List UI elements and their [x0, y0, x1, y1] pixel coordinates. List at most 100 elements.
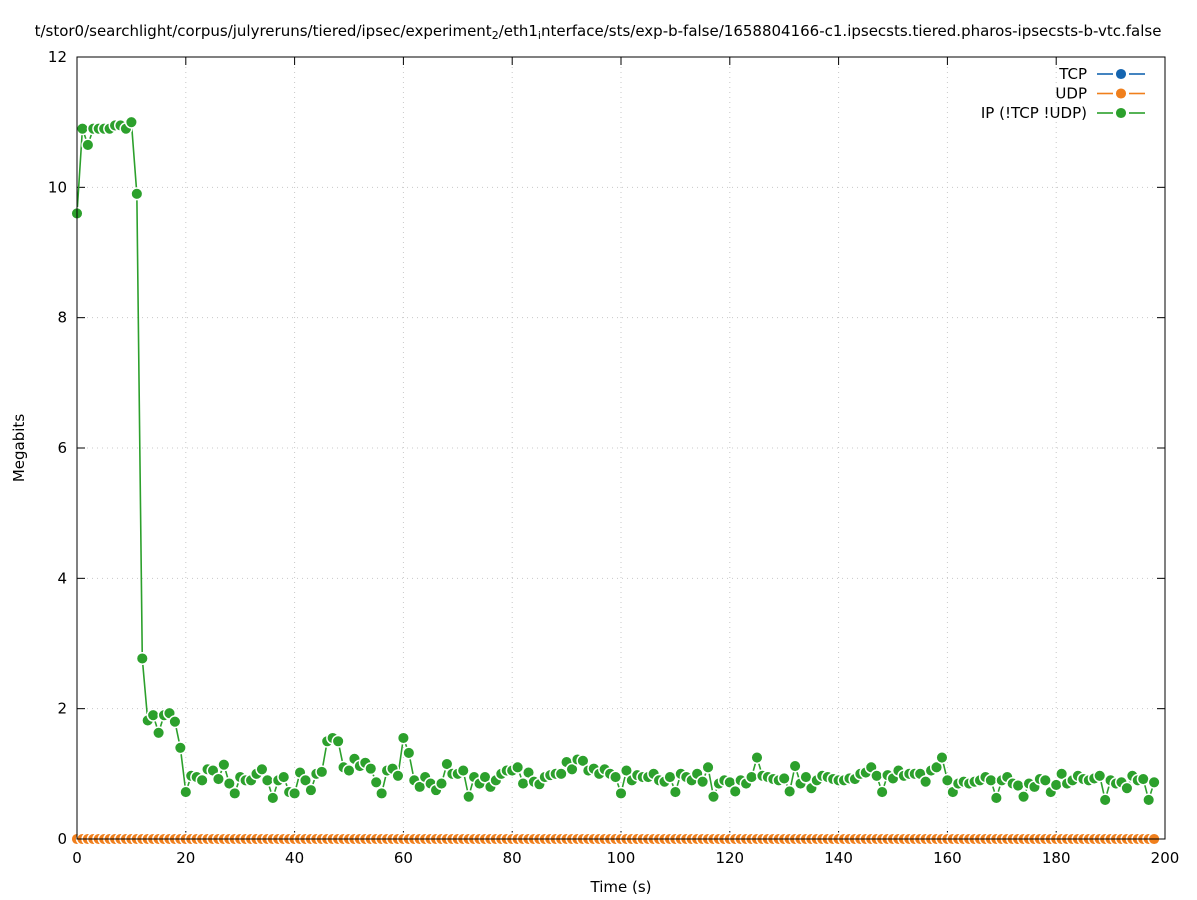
chart-title: t/stor0/searchlight/corpus/julyreruns/ti…	[35, 22, 1162, 42]
legend-marker	[1114, 106, 1128, 120]
data-point	[342, 764, 356, 778]
legend-marker	[1114, 67, 1128, 81]
data-point	[402, 746, 416, 760]
data-point	[456, 764, 470, 778]
data-point	[375, 786, 389, 800]
data-point	[614, 786, 628, 800]
data-point	[195, 773, 209, 787]
data-point	[777, 771, 791, 785]
data-point	[940, 773, 954, 787]
x-tick-label: 180	[1042, 849, 1071, 867]
data-point	[462, 790, 476, 804]
data-point	[989, 791, 1003, 805]
data-point	[576, 754, 590, 768]
data-point	[696, 775, 710, 789]
data-point	[168, 715, 182, 729]
x-tick-label: 160	[933, 849, 962, 867]
title-subscript: 2	[492, 29, 499, 42]
data-point	[516, 777, 530, 791]
data-point	[609, 770, 623, 784]
data-point	[701, 760, 715, 774]
y-tick-label: 2	[57, 700, 67, 718]
data-point	[511, 760, 525, 774]
data-point	[706, 790, 721, 804]
data-point	[266, 791, 280, 805]
title-part: t/stor0/searchlight/corpus/julyreruns/ti…	[35, 22, 492, 40]
data-point	[1142, 793, 1156, 807]
y-tick-label: 10	[48, 178, 67, 196]
data-point	[663, 770, 677, 784]
data-point	[179, 785, 193, 799]
data-point	[1098, 793, 1112, 807]
data-point	[565, 762, 579, 776]
data-point	[799, 770, 813, 784]
data-point	[788, 759, 802, 773]
data-point	[277, 770, 291, 784]
data-point	[1011, 779, 1025, 793]
legend-label: TCP	[1058, 65, 1087, 83]
legend-label: IP (!TCP !UDP)	[981, 104, 1087, 122]
data-point	[870, 769, 884, 783]
data-point	[260, 773, 274, 787]
x-tick-label: 140	[824, 849, 853, 867]
data-point	[1120, 781, 1134, 795]
x-axis-label: Time (s)	[590, 878, 652, 896]
data-point	[331, 734, 345, 748]
x-tick-label: 20	[176, 849, 195, 867]
data-point	[135, 651, 149, 666]
x-tick-label: 120	[715, 849, 744, 867]
data-point	[1049, 778, 1063, 792]
data-point	[228, 786, 242, 800]
legend-marker	[1114, 86, 1128, 101]
data-point	[217, 758, 231, 772]
plot-area	[70, 115, 1161, 846]
data-point	[783, 784, 797, 798]
data-point	[1038, 773, 1052, 787]
data-point	[1136, 772, 1150, 786]
data-point	[1017, 790, 1031, 804]
title-subscript: i	[538, 29, 541, 42]
plot-border	[76, 56, 1166, 840]
data-point	[298, 773, 313, 787]
data-point	[255, 762, 269, 776]
data-point	[75, 122, 89, 136]
data-point	[875, 785, 889, 799]
legend-label: UDP	[1055, 85, 1087, 103]
data-point	[984, 773, 998, 787]
data-point	[1093, 769, 1107, 783]
data-point	[152, 726, 166, 740]
x-tick-label: 60	[394, 849, 413, 867]
data-point	[619, 764, 633, 778]
grid: 0 20 40 60 80 100 120 140 160 180 200 0 2 4 6 8 10 12	[48, 48, 1179, 867]
x-tick-label: 200	[1151, 849, 1180, 867]
data-point	[668, 785, 682, 799]
data-point	[173, 741, 187, 755]
data-point	[146, 708, 160, 722]
data-point	[554, 767, 568, 781]
x-tick-label: 80	[503, 849, 522, 867]
data-point	[364, 762, 378, 776]
data-point	[124, 115, 138, 129]
y-tick-label: 4	[57, 569, 67, 587]
data-point	[130, 187, 144, 201]
data-point	[1055, 767, 1069, 781]
data-point	[929, 760, 944, 774]
data-point	[391, 769, 405, 783]
y-tick-label: 8	[57, 309, 67, 327]
x-tick-label: 100	[607, 849, 636, 867]
x-tick-label: 40	[285, 849, 304, 867]
y-tick-label: 12	[48, 48, 67, 66]
data-point	[728, 784, 742, 798]
data-point	[211, 772, 225, 786]
x-tick-label: 0	[72, 849, 82, 867]
data-point	[919, 775, 933, 789]
data-point	[222, 777, 236, 791]
data-point	[304, 783, 318, 797]
data-point	[288, 786, 302, 800]
data-point	[440, 757, 454, 771]
data-point	[434, 777, 449, 791]
series-line	[76, 120, 1155, 803]
